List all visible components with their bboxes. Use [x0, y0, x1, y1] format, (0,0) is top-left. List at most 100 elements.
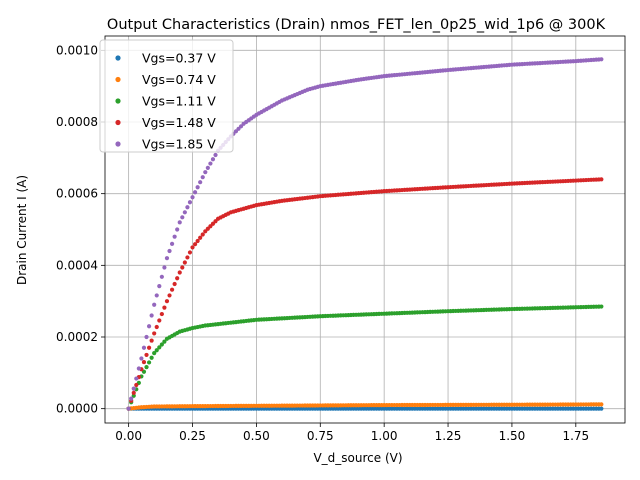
y-tick-label: 0.0004	[56, 258, 98, 272]
data-point	[146, 345, 152, 350]
x-tick-label: 1.50	[499, 429, 526, 443]
data-point	[167, 248, 172, 254]
data-point	[157, 284, 162, 289]
data-point	[213, 152, 218, 158]
data-point	[141, 345, 147, 350]
data-point	[195, 238, 200, 244]
data-point	[175, 227, 180, 232]
data-point	[203, 170, 208, 175]
data-point	[177, 220, 182, 225]
data-point	[131, 390, 136, 395]
data-point	[159, 311, 164, 317]
data-point	[154, 293, 159, 298]
data-point	[162, 305, 167, 310]
legend-label: Vgs=1.85 V	[142, 137, 216, 152]
data-point	[157, 345, 162, 350]
legend-box	[99, 39, 234, 153]
x-tick-label: 0.50	[243, 429, 270, 443]
legend-label: Vgs=1.11 V	[142, 94, 216, 109]
data-point	[172, 281, 177, 287]
data-point	[187, 250, 193, 255]
series-1	[126, 402, 604, 411]
data-point	[172, 234, 177, 239]
data-point	[159, 274, 164, 279]
data-point	[154, 348, 159, 353]
data-point	[141, 369, 147, 374]
data-point	[599, 304, 604, 309]
data-point	[159, 342, 164, 347]
y-tick-label: 0.0010	[56, 43, 98, 57]
data-point	[167, 293, 172, 298]
data-point	[182, 260, 187, 265]
data-point	[190, 245, 195, 250]
data-point	[195, 185, 200, 190]
y-tick-label: 0.0006	[56, 187, 98, 201]
y-tick-label: 0.0000	[56, 402, 98, 416]
data-point	[169, 287, 175, 292]
data-point	[149, 313, 154, 318]
legend-label: Vgs=0.37 V	[142, 51, 216, 66]
x-tick-label: 0.00	[115, 429, 142, 443]
legend-label: Vgs=1.48 V	[142, 115, 216, 130]
chart-title: Output Characteristics (Drain) nmos_FET_…	[107, 17, 606, 33]
data-point	[154, 324, 159, 330]
data-point	[162, 339, 167, 344]
data-point	[152, 351, 157, 356]
data-point	[134, 376, 139, 381]
x-tick-label: 0.75	[307, 429, 334, 443]
data-point	[205, 165, 210, 170]
data-point	[144, 365, 149, 370]
legend-marker	[115, 55, 121, 61]
x-axis: 0.00 0.25 0.50 0.75 1.00 1.25 1.50 1.75	[115, 423, 589, 443]
data-point	[149, 355, 154, 360]
data-point	[599, 406, 604, 411]
data-point	[136, 366, 141, 371]
data-point	[198, 180, 203, 185]
data-point	[126, 406, 131, 411]
data-point	[185, 255, 190, 260]
data-point	[162, 265, 167, 270]
y-tick-label: 0.0008	[56, 115, 98, 129]
data-point	[203, 229, 208, 234]
data-point	[169, 241, 175, 246]
x-tick-label: 1.25	[435, 429, 462, 443]
data-point	[175, 276, 180, 281]
data-point	[599, 177, 604, 182]
data-point	[200, 175, 205, 180]
data-point	[192, 242, 198, 247]
legend-marker	[115, 119, 121, 126]
y-axis-title: Drain Current I (A)	[15, 175, 29, 285]
series-4	[126, 57, 604, 411]
data-point	[599, 57, 604, 62]
data-point	[180, 265, 185, 270]
data-point	[236, 126, 241, 131]
data-point	[185, 205, 190, 210]
data-points	[126, 57, 604, 411]
series-3	[126, 177, 604, 411]
x-tick-label: 1.75	[562, 429, 589, 443]
data-point	[208, 161, 213, 166]
data-point	[152, 302, 157, 307]
data-point	[129, 396, 134, 401]
y-tick-label: 0.0002	[56, 330, 98, 344]
legend-marker	[115, 141, 121, 147]
data-point	[146, 360, 152, 365]
data-point	[152, 331, 157, 336]
data-point	[134, 382, 139, 388]
data-point	[180, 215, 185, 220]
data-point	[192, 190, 198, 195]
data-point	[141, 359, 147, 365]
legend-marker	[115, 76, 121, 83]
data-point	[164, 299, 170, 304]
data-point	[146, 324, 152, 329]
data-point	[200, 232, 205, 237]
data-point	[210, 221, 216, 226]
legend-label: Vgs=0.74 V	[142, 72, 216, 87]
data-point	[177, 270, 182, 275]
series-2	[126, 304, 604, 411]
y-axis: 0.0000 0.0002 0.0004 0.0006 0.0008 0.0010	[56, 43, 105, 416]
data-point	[198, 235, 203, 240]
x-tick-label: 0.25	[179, 429, 206, 443]
data-point	[157, 318, 162, 323]
